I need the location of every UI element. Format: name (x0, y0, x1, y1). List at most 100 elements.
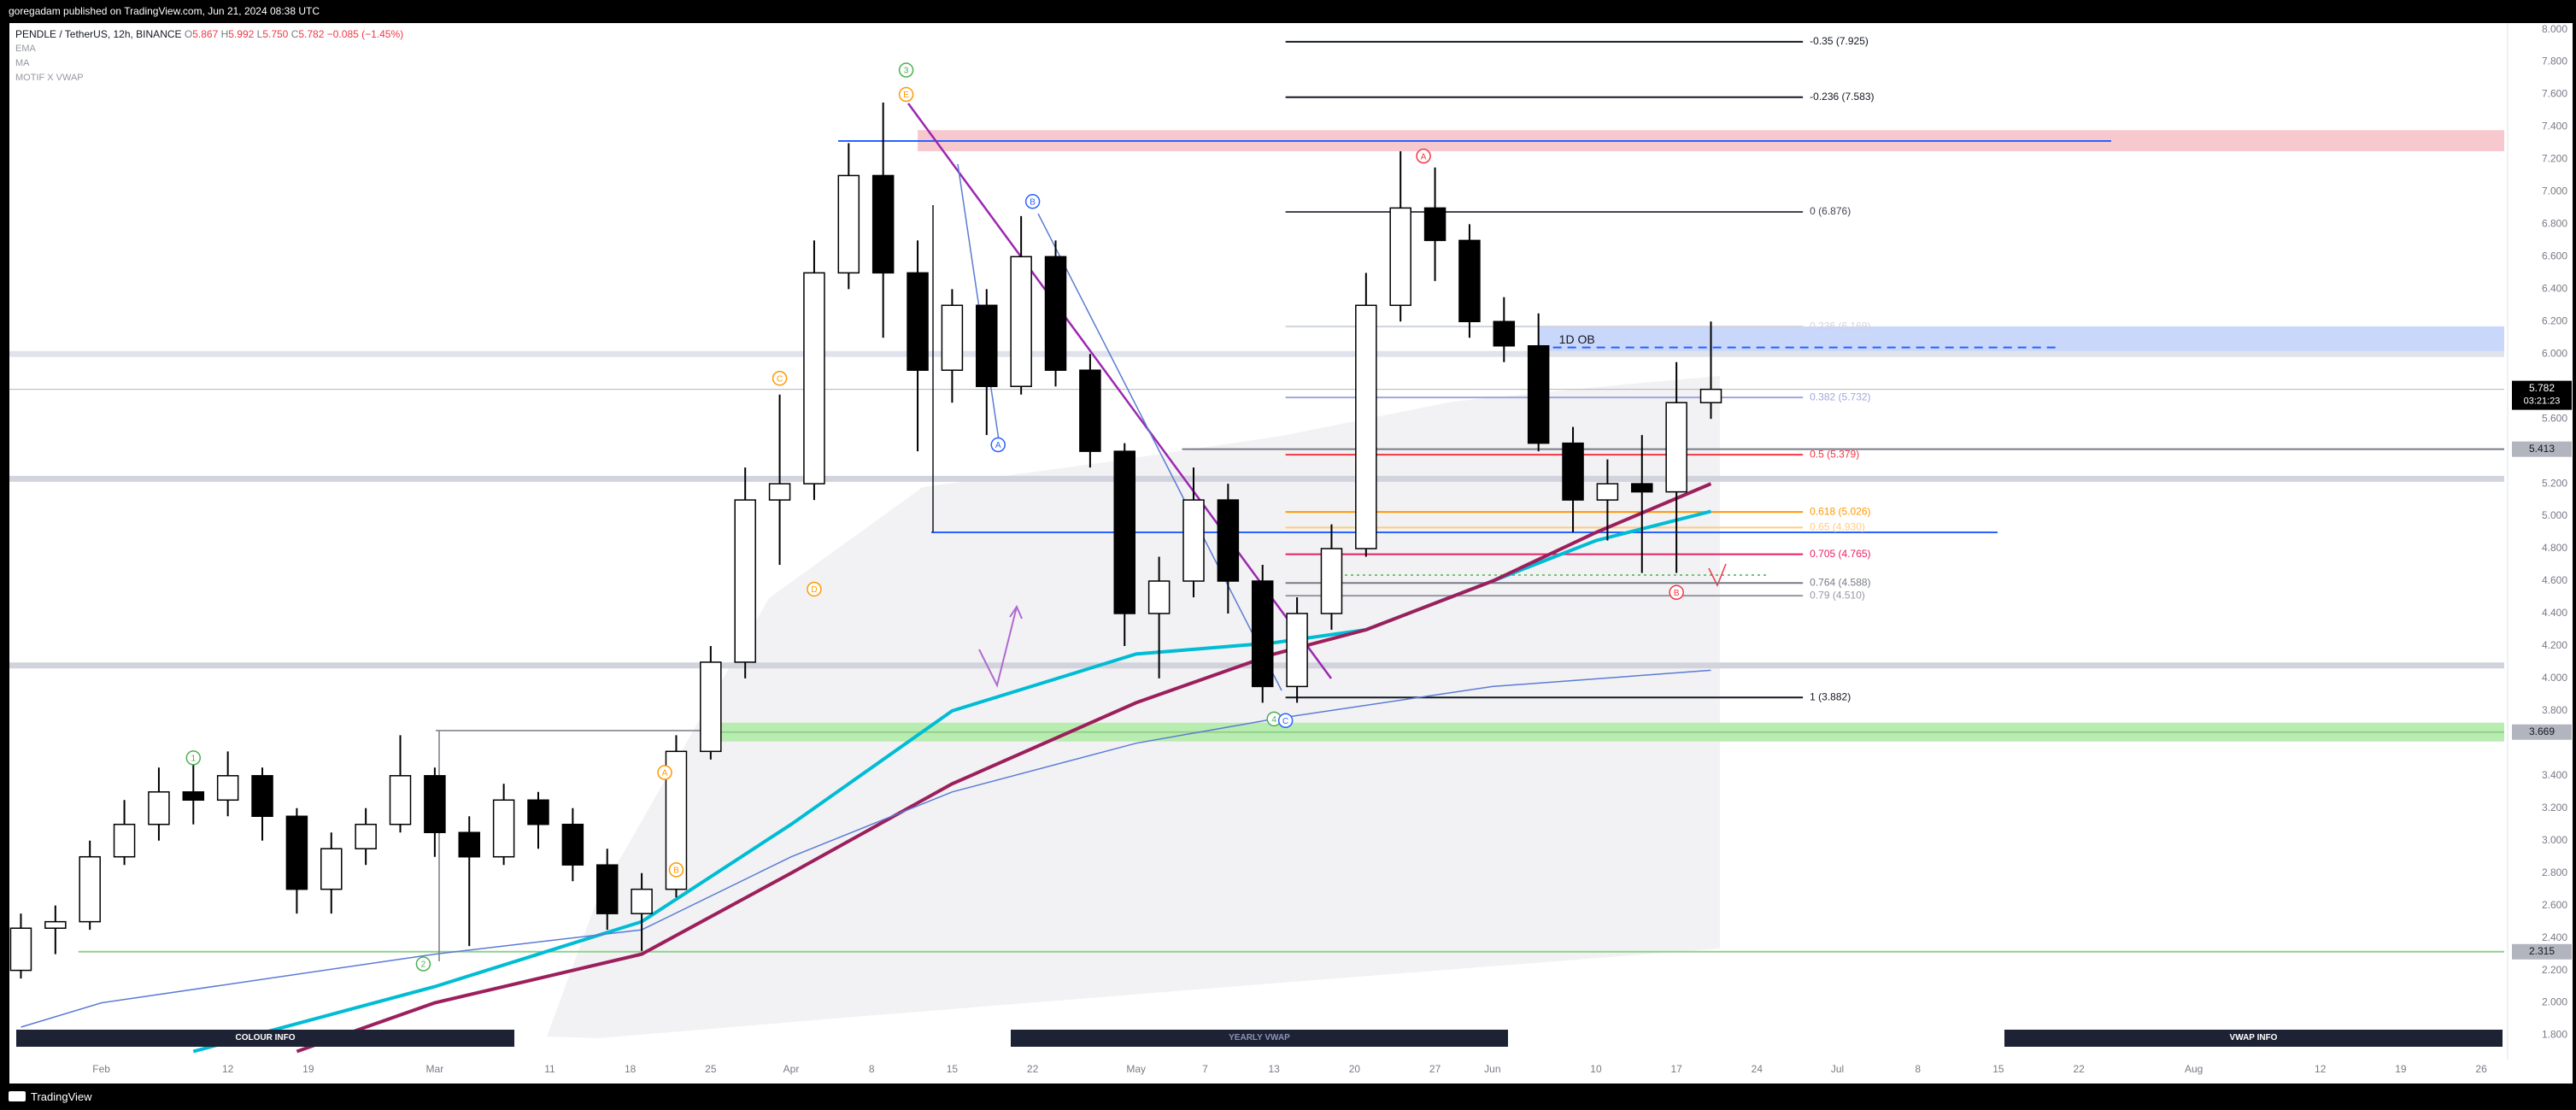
candle-body (251, 775, 273, 818)
candle-body (976, 304, 998, 387)
wave-marker (990, 437, 1006, 453)
wave-marker (898, 62, 914, 78)
wave-label: B (1674, 589, 1680, 598)
candle-body (596, 864, 619, 914)
candle-body (44, 920, 67, 929)
x-tick-label: 26 (2475, 1063, 2487, 1075)
y-tick-label: 6.000 (2542, 347, 2567, 359)
y-tick-label: 4.800 (2542, 542, 2567, 554)
candle-body (458, 831, 480, 858)
legend-symbol-row: PENDLE / TetherUS, 12h, BINANCE O5.867 H… (15, 27, 403, 42)
price-tag-label: 3.669 (2529, 725, 2555, 737)
countdown: 03:21:23 (2524, 396, 2561, 407)
wave-marker (807, 581, 822, 597)
legend-entry[interactable]: MA (15, 58, 30, 68)
footer: TradingView (0, 1084, 2576, 1110)
legend: PENDLE / TetherUS, 12h, BINANCE O5.867 H… (15, 27, 403, 85)
candle-body (561, 823, 584, 866)
button[interactable]: VWAP INFO (2004, 1030, 2503, 1047)
x-tick-label: Jun (1484, 1063, 1500, 1075)
candle-body (1423, 207, 1446, 242)
indicator-line (192, 509, 1711, 1054)
wave-marker (657, 765, 672, 780)
x-tick-label: 22 (2073, 1063, 2085, 1075)
candle-body (1251, 580, 1274, 688)
x-tick-label: 12 (222, 1063, 234, 1075)
x-tick-label: 19 (302, 1063, 314, 1075)
candle-body (113, 823, 136, 858)
candle-body (9, 927, 32, 972)
y-tick-label: 3.400 (2542, 769, 2567, 781)
wave-marker (1416, 148, 1431, 164)
wave-label: A (1421, 152, 1427, 162)
chart: 1D OB-0.35 (7.925)-0.236 (7.583)0 (6.876… (0, 23, 2576, 1084)
y-tick-label: 4.000 (2542, 672, 2567, 684)
ohlc-value: 5.992 (228, 28, 255, 40)
price-tag-label: 2.315 (2529, 945, 2555, 957)
indicator-line (296, 482, 1712, 1054)
x-tick-label: 13 (1269, 1063, 1281, 1075)
candle-body (1355, 304, 1377, 549)
arrow-head (1009, 604, 1023, 620)
fib-label: 0.382 (5.732) (1810, 391, 1870, 402)
trend-line (957, 163, 1000, 441)
candle-body (1286, 613, 1308, 688)
x-tick-label: 24 (1752, 1063, 1763, 1075)
candle-body (320, 848, 343, 890)
price-tag (2512, 441, 2572, 457)
candle-body (631, 888, 653, 914)
price-tag-label: 5.413 (2529, 443, 2555, 455)
last-price-tag (2512, 380, 2572, 410)
wave-label: A (995, 441, 1001, 450)
wave-label: 3 (904, 67, 909, 76)
wave-marker (772, 370, 788, 386)
y-tick-label: 2.000 (2542, 996, 2567, 1008)
y-tick-label: 6.400 (2542, 282, 2567, 294)
candle-body (1147, 580, 1171, 614)
candle-body (216, 775, 239, 802)
y-tick-label: 2.200 (2542, 964, 2567, 976)
fib-label: 0.764 (4.588) (1810, 576, 1870, 588)
x-tick-label: Mar (426, 1063, 444, 1075)
y-tick-label: 3.000 (2542, 834, 2567, 846)
ohlc-value: 5.867 (192, 28, 219, 40)
wave-marker (415, 956, 431, 972)
candle-body (1596, 483, 1619, 501)
fib-label: 0.236 (6.169) (1810, 320, 1870, 332)
candle-body (1699, 388, 1722, 403)
x-tick-label: 19 (2395, 1063, 2407, 1075)
x-tick-label: 18 (625, 1063, 637, 1075)
candle-body (941, 304, 964, 371)
price-tag (2512, 943, 2572, 960)
legend-entry[interactable]: MOTIF X VWAP (15, 73, 84, 83)
x-tick-label: Apr (783, 1063, 800, 1075)
x-tick-label: 22 (1027, 1063, 1039, 1075)
fib-label: 0.705 (4.765) (1810, 548, 1870, 560)
wave-label: 2 (421, 960, 426, 970)
legend-entry[interactable]: EMA (15, 44, 36, 54)
candle-body (424, 775, 446, 833)
ohlc-value: 5.750 (262, 28, 289, 40)
candle-body (1182, 499, 1205, 582)
candle-body (803, 272, 825, 485)
wave-label: C (1282, 717, 1288, 726)
x-tick-label: 7 (1202, 1063, 1208, 1075)
header-title: goregadam published on TradingView.com, … (9, 5, 320, 17)
indicator-line (21, 669, 1711, 1028)
y-tick-label: 7.400 (2542, 120, 2567, 132)
button[interactable]: YEARLY VWAP (1011, 1030, 1508, 1047)
y-tick-label: 7.600 (2542, 88, 2567, 100)
candle-body (1044, 255, 1067, 371)
candle-body (734, 499, 756, 663)
trend-line (1037, 213, 1282, 691)
button[interactable]: COLOUR INFO (16, 1030, 514, 1047)
y-tick-label: 2.600 (2542, 899, 2567, 911)
candle-body (1458, 239, 1481, 323)
y-tick-label: 7.200 (2542, 153, 2567, 165)
wave-marker (1277, 713, 1294, 729)
x-tick-label: Jul (1831, 1063, 1844, 1075)
y-tick-label: 4.600 (2542, 574, 2567, 586)
ohlc-key: H (220, 28, 229, 40)
y-tick-label: 7.800 (2542, 56, 2567, 68)
fib-label: 0.618 (5.026) (1810, 505, 1870, 517)
